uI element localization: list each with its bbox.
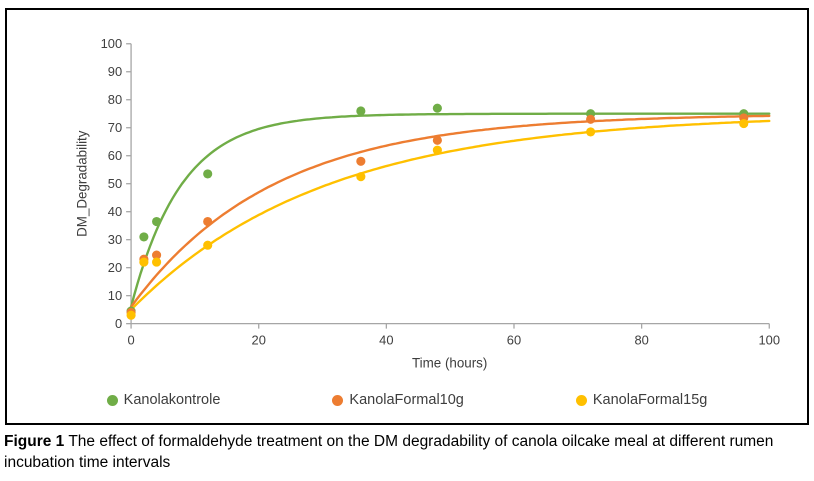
y-tick-label: 80 bbox=[108, 92, 122, 107]
data-point bbox=[152, 216, 162, 227]
chart-legend: Kanolakontrole KanolaFormal10g KanolaFor… bbox=[7, 381, 807, 419]
plot-area: 0 10 20 30 40 50 60 70 80 90 100 0 20 40 60 80 100 bbox=[101, 36, 780, 347]
data-point bbox=[432, 145, 442, 155]
legend-item-kanolaformal10g: KanolaFormal10g bbox=[332, 392, 464, 409]
figure-caption-text: The effect of formaldehyde treatment on … bbox=[4, 433, 774, 472]
trend-curve-kanolaformal15g bbox=[129, 119, 771, 311]
data-point bbox=[203, 169, 213, 179]
data-point bbox=[432, 103, 442, 113]
x-tick-label: 80 bbox=[634, 332, 648, 347]
figure-1: 0 10 20 30 40 50 60 70 80 90 100 0 20 40 60 80 100 DM_De… bbox=[0, 8, 814, 474]
data-point bbox=[356, 106, 366, 116]
data-point bbox=[152, 257, 162, 267]
data-point bbox=[739, 118, 749, 129]
data-point bbox=[139, 232, 149, 242]
data-point bbox=[152, 250, 162, 260]
legend-label: KanolaFormal10g bbox=[349, 392, 464, 409]
figure-caption-label: Figure 1 bbox=[4, 433, 65, 451]
data-point bbox=[356, 156, 366, 166]
x-axis-title: Time (hours) bbox=[412, 355, 487, 370]
y-tick-label: 60 bbox=[108, 148, 122, 163]
legend-label: Kanolakontrole bbox=[123, 392, 221, 409]
data-point bbox=[126, 310, 136, 320]
legend-marker-icon bbox=[332, 394, 344, 406]
trend-curve-kanolakontrole bbox=[129, 112, 771, 309]
x-tick-label: 20 bbox=[252, 332, 266, 347]
page: 0 10 20 30 40 50 60 70 80 90 100 0 20 40 60 80 100 DM_De… bbox=[0, 8, 814, 474]
y-tick-label: 50 bbox=[108, 176, 122, 191]
legend-marker-icon bbox=[575, 394, 587, 406]
y-tick-label: 100 bbox=[101, 36, 123, 51]
legend-item-kanolaformal15g: KanolaFormal15g bbox=[575, 392, 708, 409]
data-point bbox=[586, 114, 596, 124]
y-tick-label: 30 bbox=[108, 232, 122, 247]
data-point bbox=[203, 240, 213, 250]
x-tick-label: 100 bbox=[759, 332, 781, 347]
trend-curve-kanolaformal10g bbox=[129, 114, 771, 309]
dm-degradability-chart: 0 10 20 30 40 50 60 70 80 90 100 0 20 40 60 80 100 DM_De… bbox=[74, 36, 780, 370]
data-point bbox=[356, 172, 366, 182]
data-point bbox=[432, 135, 442, 145]
data-point bbox=[203, 216, 213, 227]
x-tick-label: 40 bbox=[379, 332, 393, 347]
data-point bbox=[586, 127, 596, 137]
legend-item-kanolakontrole: Kanolakontrole bbox=[106, 392, 221, 409]
y-tick-label: 90 bbox=[108, 64, 122, 79]
chart-frame: 0 10 20 30 40 50 60 70 80 90 100 0 20 40 60 80 100 DM_De… bbox=[5, 8, 809, 426]
y-tick-label: 20 bbox=[108, 260, 122, 275]
data-point bbox=[139, 257, 149, 267]
y-tick-label: 0 bbox=[115, 316, 122, 331]
legend-marker-icon bbox=[106, 394, 118, 406]
y-tick-label: 10 bbox=[108, 288, 122, 303]
figure-caption: Figure 1 The effect of formaldehyde trea… bbox=[4, 432, 808, 474]
y-tick-label: 70 bbox=[108, 120, 122, 135]
y-tick-label: 40 bbox=[108, 204, 122, 219]
x-tick-label: 60 bbox=[507, 332, 521, 347]
legend-label: KanolaFormal15g bbox=[592, 392, 708, 409]
x-tick-label: 0 bbox=[127, 332, 134, 347]
y-axis-title: DM_Degradability bbox=[74, 130, 89, 237]
